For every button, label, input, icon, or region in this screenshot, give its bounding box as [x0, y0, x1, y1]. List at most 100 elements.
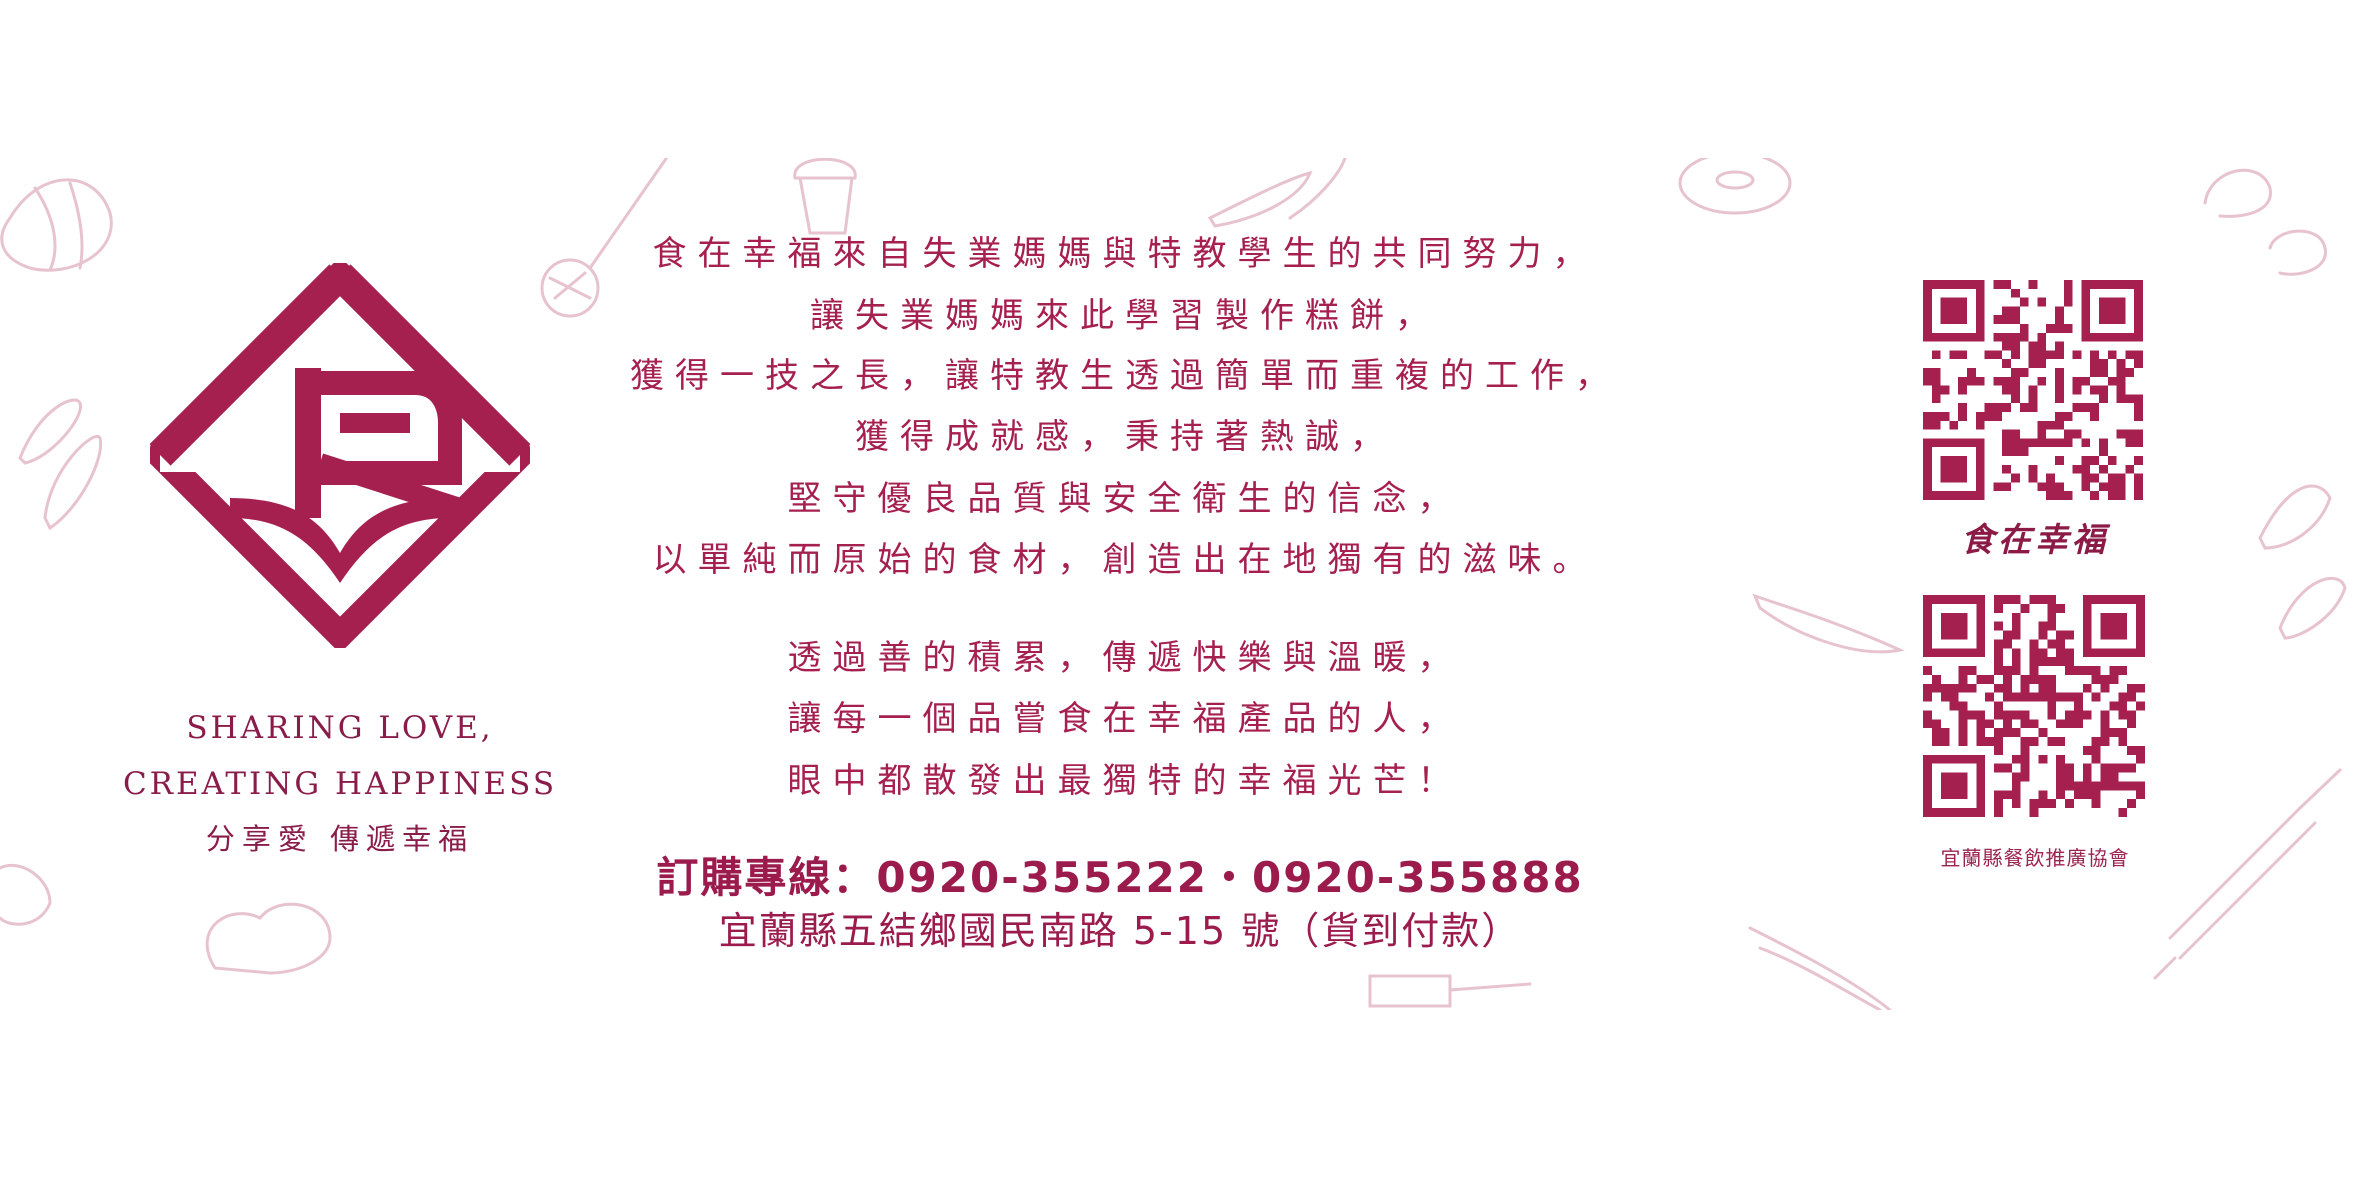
- qr-module: [2029, 657, 2039, 667]
- qr-module: [2002, 710, 2012, 720]
- qr-module: [2134, 394, 2143, 404]
- qr-module: [2056, 754, 2066, 764]
- qr-module: [1931, 728, 1941, 738]
- qr-module: [1994, 790, 2003, 800]
- qr-module: [1993, 403, 2003, 412]
- qr-module: [1958, 666, 1968, 675]
- qr-module: [2116, 429, 2126, 439]
- qr-module: [2134, 412, 2143, 421]
- cupcake-icon: [793, 158, 857, 235]
- qr-module: [2038, 630, 2048, 640]
- qr-module: [2011, 473, 2020, 483]
- qr-module: [2082, 710, 2092, 720]
- qr-module: [1958, 683, 1968, 693]
- qr-module: [2011, 385, 2020, 395]
- qr-module: [2125, 438, 2135, 448]
- qr-module: [2107, 473, 2117, 483]
- qr-module: [2055, 438, 2064, 448]
- qr-module: [2029, 666, 2039, 675]
- qr-module: [2047, 683, 2057, 693]
- qr-module: [2047, 737, 2057, 746]
- qr-module: [2028, 438, 2038, 448]
- qr-module: [2081, 438, 2091, 448]
- qr-module: [1923, 692, 1932, 702]
- qr-module: [1994, 808, 2003, 817]
- qr-module: [2065, 666, 2074, 675]
- qr-module: [2038, 674, 2048, 684]
- qr-module: [2081, 464, 2091, 474]
- qr-module: [1994, 603, 2003, 613]
- qr-module: [2116, 385, 2126, 395]
- qr-module: [2002, 403, 2011, 412]
- qr-module: [1984, 412, 1994, 421]
- shop-address: 宜蘭縣五結鄉國民南路 5-15 號（貨到付款）: [718, 909, 1522, 953]
- qr-module: [2099, 368, 2108, 377]
- qr-module: [2055, 456, 2064, 465]
- qr-module: [2091, 754, 2101, 764]
- qr-module: [2020, 754, 2030, 764]
- qr-module: [2081, 482, 2091, 492]
- message-line-9: 眼中都散發出最獨特的幸福光芒！: [787, 761, 1463, 801]
- qr-module: [1975, 376, 1985, 386]
- qr-module: [2028, 403, 2038, 412]
- qr-code-association[interactable]: [1923, 595, 2145, 817]
- qr-module: [2073, 781, 2083, 791]
- qr-module: [1923, 368, 1932, 377]
- qr-module: [2038, 621, 2048, 631]
- qr-module: [2029, 674, 2039, 684]
- qr-module: [2002, 666, 2012, 675]
- qr-module: [1949, 350, 1959, 360]
- qr-code-icon: [1923, 595, 2145, 817]
- qr-module: [2099, 438, 2108, 448]
- qr-module: [1993, 350, 2003, 360]
- qr-module: [2127, 719, 2137, 729]
- lemon-icon: [0, 863, 52, 926]
- qr-module: [1958, 412, 1967, 421]
- qr-module: [2082, 790, 2092, 800]
- qr-module: [1931, 350, 1941, 360]
- qr-module: [2118, 808, 2128, 817]
- qr-module: [2099, 464, 2108, 474]
- qr-module: [2091, 781, 2101, 791]
- qr-module: [1949, 420, 1959, 430]
- qr-module: [2082, 781, 2092, 791]
- qr-module: [2028, 473, 2038, 483]
- qr-module: [2118, 737, 2128, 746]
- qr-module: [2002, 306, 2011, 316]
- qr-module: [2090, 403, 2099, 412]
- qr-module: [2099, 447, 2108, 456]
- qr-module: [1967, 683, 1977, 693]
- qr-module: [2011, 429, 2020, 439]
- qr-module: [2136, 745, 2145, 755]
- qr-module: [2109, 772, 2119, 782]
- qr-module: [1994, 639, 2003, 649]
- qr-module: [2038, 692, 2048, 702]
- qr-module: [1958, 710, 1968, 720]
- message-line-3: 獲得一技之長，讓特教生透過簡單而重複的工作，: [630, 356, 1620, 396]
- qr-module: [1931, 385, 1941, 395]
- qr-module: [1931, 737, 1941, 746]
- qr-module: [2065, 772, 2074, 782]
- qr-module: [2056, 719, 2066, 729]
- qr-module: [2037, 429, 2047, 439]
- message-line-6: 以單純而原始的食材，創造出在地獨有的滋味。: [652, 540, 1598, 580]
- qr-code-shop[interactable]: [1923, 280, 2143, 500]
- qr-module: [2002, 719, 2012, 729]
- almond-icon: [18, 398, 103, 531]
- qr-module: [2002, 438, 2011, 448]
- qr-module: [2073, 790, 2083, 800]
- qr-module: [2046, 350, 2055, 360]
- qr-module: [1940, 728, 1950, 738]
- qr-module: [2127, 763, 2137, 773]
- qr-module: [2038, 657, 2048, 667]
- message-line-5: 堅守優良品質與安全衛生的信念，: [787, 479, 1463, 519]
- qr-module: [2081, 473, 2091, 483]
- qr-module: [2090, 359, 2099, 368]
- qr-module: [1994, 737, 2003, 746]
- qr-module: [2109, 674, 2119, 684]
- mushroom-icon: [2203, 168, 2327, 276]
- qr-module: [2072, 464, 2082, 474]
- qr-module: [1923, 420, 1932, 430]
- qr-module: [2116, 359, 2126, 368]
- qr-module: [1940, 385, 1950, 395]
